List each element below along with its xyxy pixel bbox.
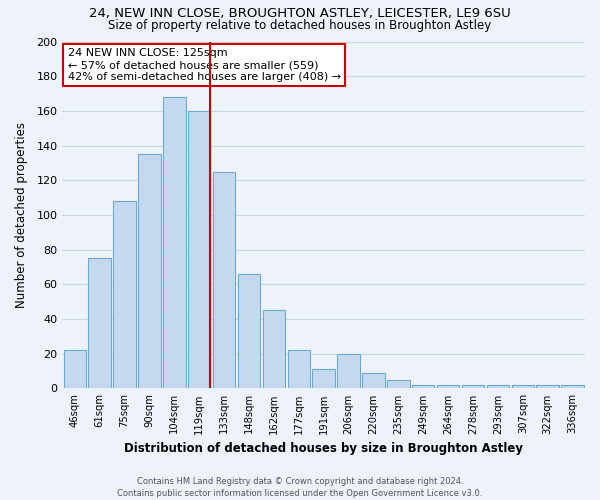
Bar xyxy=(263,310,285,388)
Bar xyxy=(188,111,211,388)
Bar xyxy=(536,385,559,388)
Bar xyxy=(213,172,235,388)
Bar xyxy=(287,350,310,389)
X-axis label: Distribution of detached houses by size in Broughton Astley: Distribution of detached houses by size … xyxy=(124,442,523,455)
Bar xyxy=(512,385,534,388)
Bar xyxy=(362,373,385,388)
Bar xyxy=(387,380,410,388)
Bar xyxy=(163,97,185,388)
Bar xyxy=(462,385,484,388)
Bar xyxy=(138,154,161,388)
Bar xyxy=(313,370,335,388)
Bar xyxy=(562,385,584,388)
Bar xyxy=(64,350,86,389)
Bar xyxy=(337,354,360,388)
Y-axis label: Number of detached properties: Number of detached properties xyxy=(15,122,28,308)
Bar xyxy=(487,385,509,388)
Text: 24 NEW INN CLOSE: 125sqm
← 57% of detached houses are smaller (559)
42% of semi-: 24 NEW INN CLOSE: 125sqm ← 57% of detach… xyxy=(68,48,341,82)
Text: Size of property relative to detached houses in Broughton Astley: Size of property relative to detached ho… xyxy=(109,18,491,32)
Text: 24, NEW INN CLOSE, BROUGHTON ASTLEY, LEICESTER, LE9 6SU: 24, NEW INN CLOSE, BROUGHTON ASTLEY, LEI… xyxy=(89,8,511,20)
Bar xyxy=(238,274,260,388)
Bar xyxy=(412,385,434,388)
Bar xyxy=(113,201,136,388)
Bar xyxy=(88,258,111,388)
Text: Contains HM Land Registry data © Crown copyright and database right 2024.
Contai: Contains HM Land Registry data © Crown c… xyxy=(118,476,482,498)
Bar xyxy=(437,385,460,388)
